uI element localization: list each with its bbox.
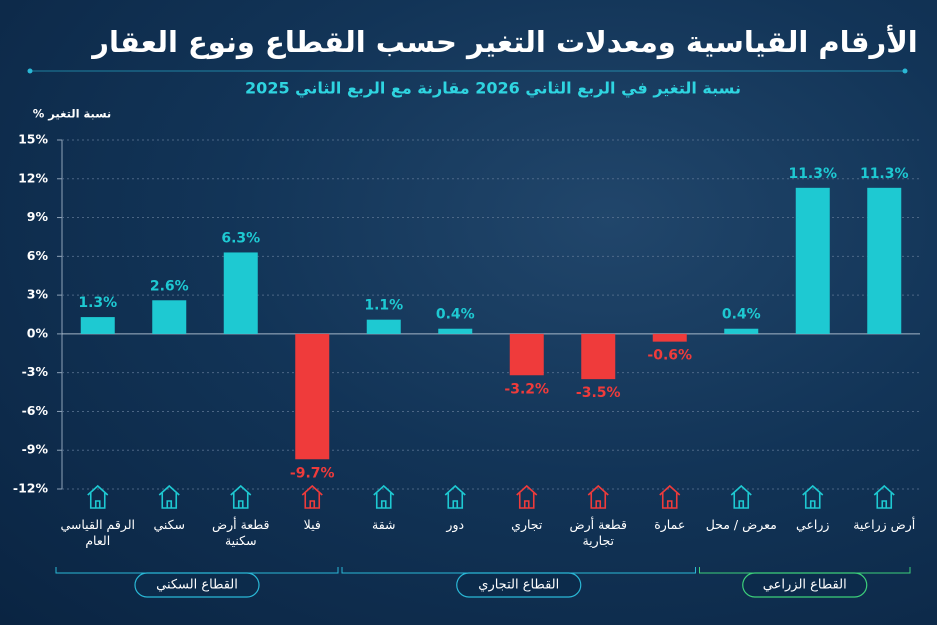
x-tick-label: زراعي xyxy=(796,517,830,532)
value-label: 0.4% xyxy=(436,307,475,323)
bar xyxy=(80,317,115,334)
icon-shape xyxy=(87,484,109,509)
category-icon xyxy=(802,484,824,509)
category-icon xyxy=(301,484,323,509)
icon-shape xyxy=(444,484,466,509)
x-tick-label: عمارة xyxy=(654,517,686,532)
category-icon xyxy=(373,484,395,509)
value-label: 6.3% xyxy=(221,230,260,246)
value-label: -9.7% xyxy=(290,465,335,481)
value-label: 11.3% xyxy=(788,166,837,182)
bar xyxy=(652,333,687,342)
title-rule-dot xyxy=(27,68,33,74)
bar xyxy=(223,252,258,334)
y-tick-label: -9% xyxy=(22,442,49,457)
icon-shape xyxy=(802,484,824,509)
chart-subtitle: نسبة التغير في الربع الثاني 2026 مقارنة … xyxy=(245,79,741,99)
x-tick-label: قطعة أرض تجارية xyxy=(569,517,628,548)
category-icon xyxy=(158,484,180,509)
x-tick-label: دور xyxy=(446,517,465,532)
y-tick-label: 12% xyxy=(18,170,48,185)
x-tick-label: الرقم القياسي العام xyxy=(60,517,136,548)
x-tick-label: شقة xyxy=(372,517,396,532)
bar xyxy=(509,333,544,376)
group-label: القطاع التجاري xyxy=(478,578,559,593)
y-tick-label: -12% xyxy=(13,481,49,496)
title-rule-dot xyxy=(902,68,908,74)
category-icon xyxy=(873,484,895,509)
bar xyxy=(295,333,330,460)
bar xyxy=(438,328,473,334)
x-tick-label: سكني xyxy=(153,517,186,532)
value-label: 1.3% xyxy=(78,295,117,311)
chart-title: الأرقام القياسية ومعدلات التغير حسب القط… xyxy=(90,24,917,59)
icon-shape xyxy=(659,484,681,509)
bar xyxy=(581,333,616,380)
icon-shape xyxy=(587,484,609,509)
icon-shape xyxy=(158,484,180,509)
category-icon xyxy=(587,484,609,509)
group-label: القطاع الزراعي xyxy=(763,578,847,593)
value-label: 0.4% xyxy=(722,307,761,323)
category-icon xyxy=(230,484,252,509)
value-label: -3.5% xyxy=(576,385,621,401)
y-tick-label: 0% xyxy=(27,325,49,340)
group-bracket xyxy=(699,567,911,574)
y-axis-label: نسبة التغير % xyxy=(33,107,112,121)
y-tick-label: 15% xyxy=(18,132,48,147)
y-tick-label: -6% xyxy=(22,403,49,418)
value-label: 11.3% xyxy=(860,166,909,182)
icon-shape xyxy=(730,484,752,509)
bar xyxy=(724,328,759,334)
group-bracket xyxy=(341,567,696,574)
x-tick-label: فيلا xyxy=(303,517,321,532)
value-label: -3.2% xyxy=(504,381,549,397)
icon-shape xyxy=(873,484,895,509)
group-pill xyxy=(134,572,260,598)
category-icon xyxy=(730,484,752,509)
x-tick-label: تجاري xyxy=(511,517,543,532)
bar xyxy=(867,187,902,334)
group-pill xyxy=(456,572,582,598)
y-tick-label: 3% xyxy=(27,287,49,302)
category-icon xyxy=(659,484,681,509)
category-icon xyxy=(444,484,466,509)
y-tick-label: 9% xyxy=(27,209,49,224)
group-bracket xyxy=(55,567,339,574)
bar xyxy=(366,319,401,334)
value-label: -0.6% xyxy=(647,348,692,364)
category-icon xyxy=(87,484,109,509)
bar xyxy=(152,300,187,334)
icon-shape xyxy=(230,484,252,509)
group-pill xyxy=(742,572,868,598)
x-tick-label: أرض زراعية xyxy=(853,517,916,532)
value-label: 2.6% xyxy=(150,278,189,294)
category-icon xyxy=(516,484,538,509)
x-tick-label: معرض / محل xyxy=(705,517,777,532)
icon-shape xyxy=(373,484,395,509)
bar xyxy=(795,187,830,334)
value-label: 1.1% xyxy=(364,298,403,314)
group-label: القطاع السكني xyxy=(156,578,238,593)
x-tick-label: قطعة أرض سكنية xyxy=(211,517,270,548)
y-tick-label: -3% xyxy=(22,364,49,379)
icon-shape xyxy=(516,484,538,509)
y-tick-label: 6% xyxy=(27,248,49,263)
icon-shape xyxy=(301,484,323,509)
